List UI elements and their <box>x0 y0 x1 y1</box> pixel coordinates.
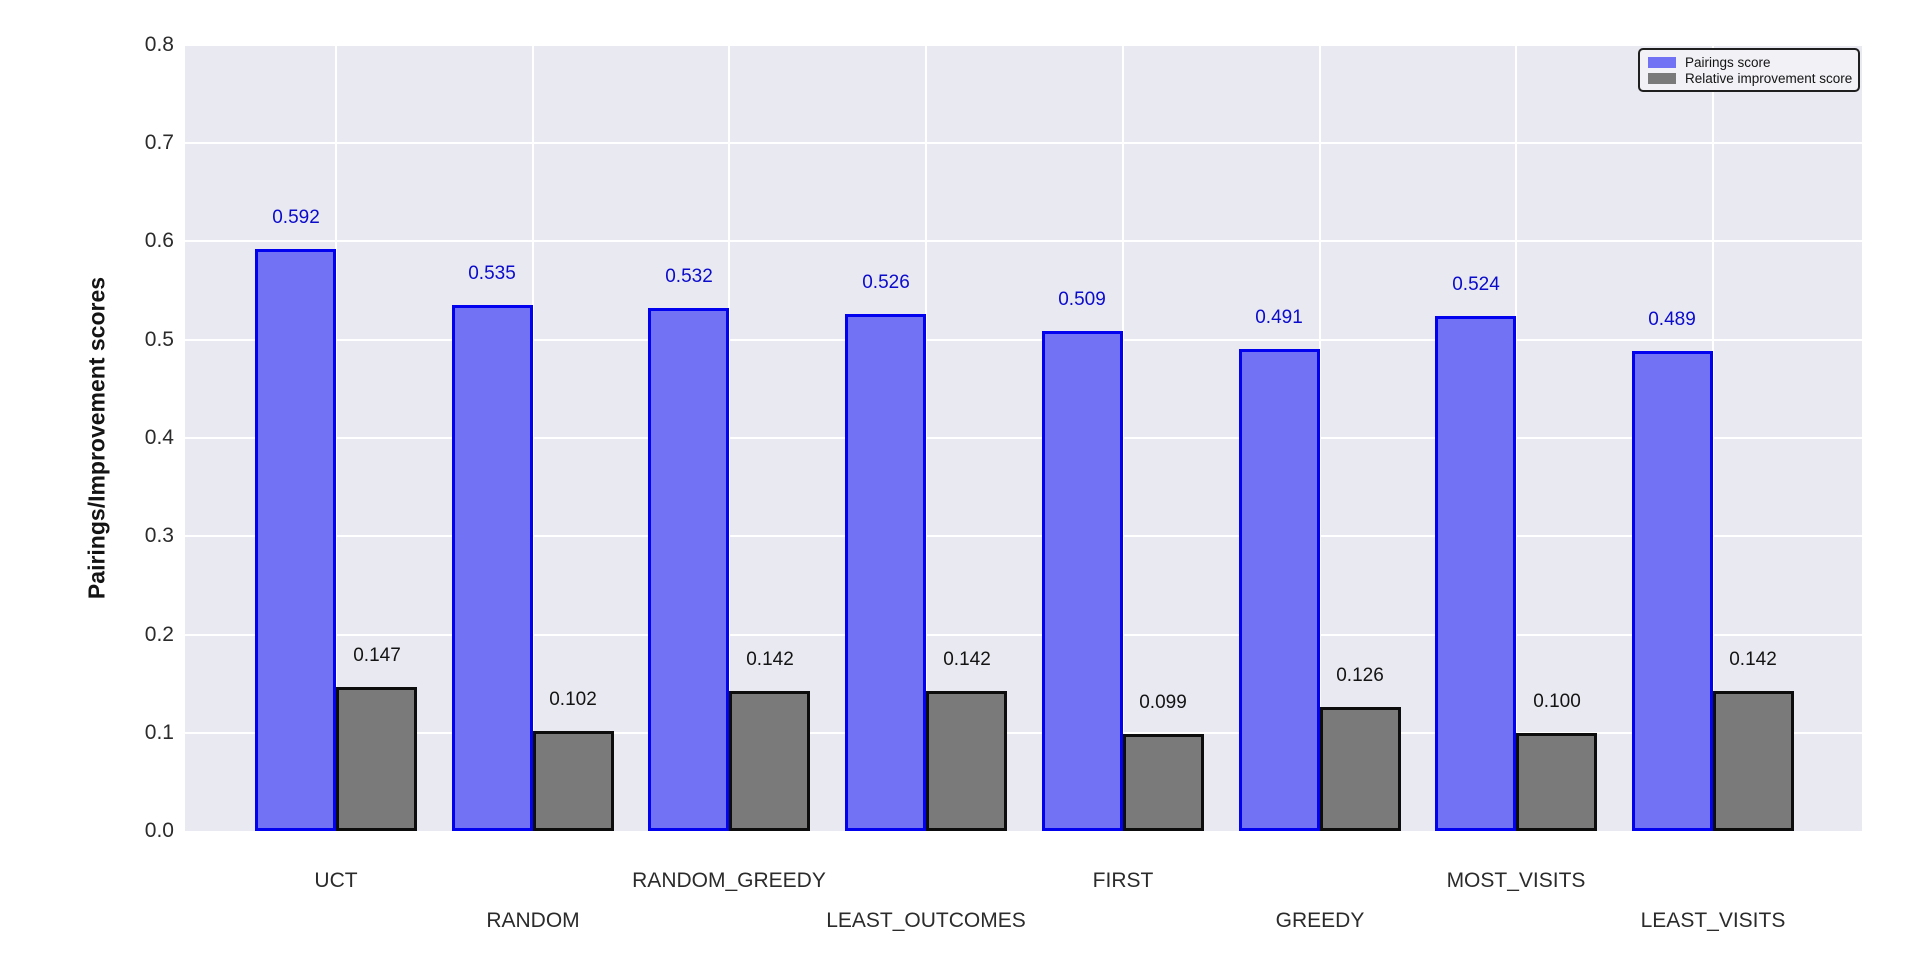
x-tick-label: GREEDY <box>1275 909 1365 932</box>
horizontal-gridline <box>185 44 1862 46</box>
horizontal-gridline <box>185 634 1862 636</box>
bar-improvement-random <box>533 731 614 831</box>
y-tick-label: 0.1 <box>144 721 174 744</box>
bar-improvement-most_visits <box>1516 733 1597 831</box>
x-tick-label: LEAST_VISITS <box>1640 909 1786 932</box>
horizontal-gridline <box>185 142 1862 144</box>
vertical-gridline <box>532 45 534 831</box>
vertical-gridline <box>335 45 337 831</box>
value-label: 0.126 <box>1336 665 1384 686</box>
legend-swatch-relative-improvement-score-icon <box>1648 72 1676 84</box>
value-label: 0.524 <box>1452 274 1500 295</box>
horizontal-gridline <box>185 240 1862 242</box>
bar-pairings-uct <box>255 249 336 831</box>
y-tick-label: 0.6 <box>144 229 174 252</box>
bar-pairings-least_visits <box>1632 351 1713 831</box>
horizontal-gridline <box>185 437 1862 439</box>
x-tick-label: RANDOM <box>486 909 580 932</box>
x-tick-label: LEAST_OUTCOMES <box>826 909 1026 932</box>
x-tick-label: UCT <box>314 869 358 892</box>
legend: Pairings score Relative improvement scor… <box>1638 48 1860 92</box>
legend-entry-relative-improvement-score: Relative improvement score <box>1648 70 1853 86</box>
y-tick-label: 0.2 <box>144 623 174 646</box>
y-tick-label: 0.4 <box>144 426 174 449</box>
bar-improvement-least_visits <box>1713 691 1794 831</box>
bar-improvement-greedy <box>1320 707 1401 831</box>
x-tick-label: MOST_VISITS <box>1446 869 1586 892</box>
x-tick-label: FIRST <box>1092 869 1154 892</box>
value-label: 0.532 <box>665 266 713 287</box>
value-label: 0.100 <box>1533 691 1581 712</box>
value-label: 0.142 <box>746 649 794 670</box>
value-label: 0.147 <box>353 645 401 666</box>
plot-area: 0.592 0.147 0.535 0.102 0.532 0.142 0.526 0.142… <box>185 44 1862 831</box>
vertical-gridline <box>925 45 927 831</box>
legend-label-relative-improvement-score: Relative improvement score <box>1685 70 1853 86</box>
value-label: 0.142 <box>943 649 991 670</box>
bar-pairings-random <box>452 305 533 831</box>
y-tick-label: 0.5 <box>144 328 174 351</box>
bar-pairings-greedy <box>1239 349 1320 831</box>
bar-pairings-random_greedy <box>648 308 729 831</box>
vertical-gridline <box>1712 45 1714 831</box>
y-axis-title: Pairings/Improvement scores <box>83 276 110 600</box>
value-label: 0.526 <box>862 272 910 293</box>
bar-pairings-least_outcomes <box>845 314 926 831</box>
bar-improvement-least_outcomes <box>926 691 1007 831</box>
bar-pairings-most_visits <box>1435 316 1516 831</box>
x-tick-label: RANDOM_GREEDY <box>632 869 826 892</box>
value-label: 0.509 <box>1058 289 1106 310</box>
legend-label-pairings-score: Pairings score <box>1685 54 1771 70</box>
horizontal-gridline <box>185 339 1862 341</box>
vertical-gridline <box>1515 45 1517 831</box>
y-tick-label: 0.8 <box>144 33 174 56</box>
horizontal-gridline <box>185 732 1862 734</box>
bar-pairings-first <box>1042 331 1123 831</box>
vertical-gridline <box>1122 45 1124 831</box>
value-label: 0.592 <box>272 207 320 228</box>
horizontal-gridline <box>185 535 1862 537</box>
vertical-gridline <box>728 45 730 831</box>
y-tick-label: 0.7 <box>144 131 174 154</box>
value-label: 0.535 <box>468 263 516 284</box>
legend-entry-pairings-score: Pairings score <box>1648 55 1850 70</box>
legend-swatch-pairings-score-icon <box>1648 56 1676 68</box>
y-tick-label: 0.3 <box>144 524 174 547</box>
value-label: 0.099 <box>1139 692 1187 713</box>
bar-improvement-uct <box>336 687 417 831</box>
bar-improvement-random_greedy <box>729 691 810 831</box>
value-label: 0.102 <box>549 689 597 710</box>
value-label: 0.142 <box>1729 649 1777 670</box>
value-label: 0.491 <box>1255 307 1303 328</box>
y-tick-label: 0.0 <box>144 819 174 842</box>
bar-improvement-first <box>1123 734 1204 831</box>
value-label: 0.489 <box>1648 309 1696 330</box>
vertical-gridline <box>1319 45 1321 831</box>
